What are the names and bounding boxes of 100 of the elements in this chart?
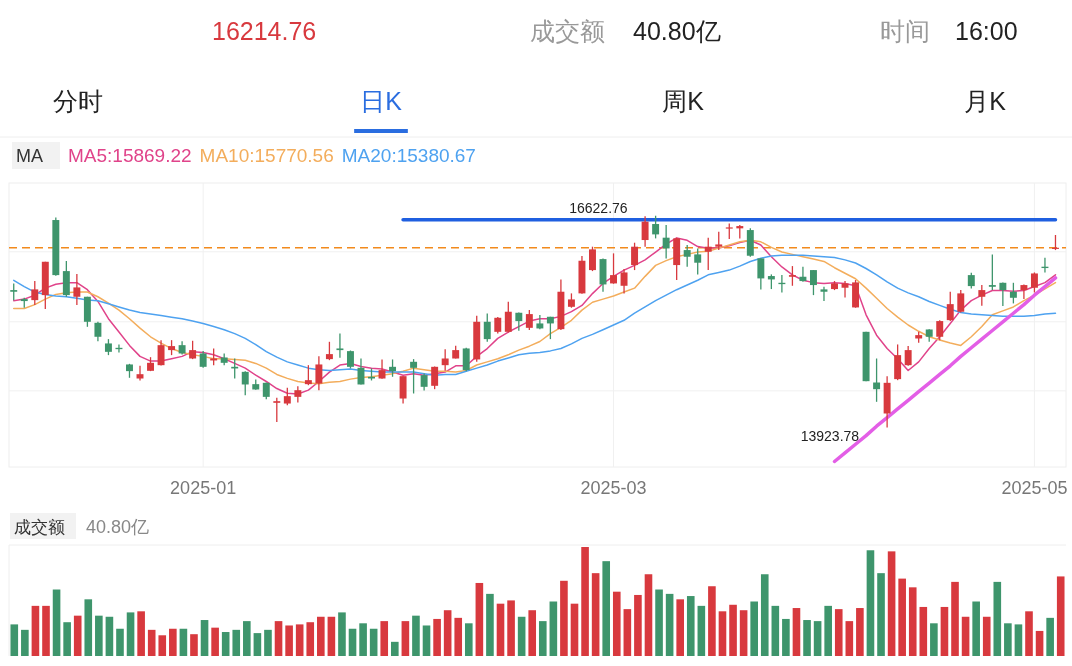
bar <box>169 628 177 656</box>
candlestick <box>652 215 660 240</box>
bar <box>412 615 420 656</box>
x-tick-label: 2025-03 <box>580 478 647 498</box>
candlestick <box>241 370 249 396</box>
candlestick <box>304 364 312 386</box>
bar <box>665 593 674 656</box>
annotation: 13923.78 <box>800 428 860 445</box>
bar <box>718 611 727 656</box>
bar <box>221 632 230 656</box>
bar <box>1056 576 1065 656</box>
chart-subtitle: 40.80亿 <box>86 517 150 537</box>
candlestick <box>799 266 807 283</box>
bar <box>866 550 875 656</box>
bar <box>422 625 431 656</box>
bar <box>517 616 526 656</box>
candlestick <box>94 321 102 342</box>
candlestick <box>999 281 1007 307</box>
bar <box>940 606 949 656</box>
bar <box>243 621 251 656</box>
bar <box>1035 630 1044 656</box>
chart-title: 成交额 <box>14 518 65 537</box>
candlestick <box>157 339 165 367</box>
text: 月K <box>964 87 1007 115</box>
bar <box>200 620 209 656</box>
bar <box>887 551 896 656</box>
bar <box>327 616 336 656</box>
candlestick <box>1020 283 1028 300</box>
bar <box>116 628 124 656</box>
candlestick <box>788 265 796 287</box>
bar <box>570 603 579 656</box>
candlestick <box>978 284 986 307</box>
bar <box>317 616 325 656</box>
candlestick <box>904 345 912 367</box>
bar <box>464 623 473 656</box>
bar <box>274 621 283 656</box>
text: 日K <box>360 87 403 115</box>
bar <box>486 593 494 656</box>
bar <box>147 629 156 656</box>
bar <box>644 574 653 656</box>
candlestick <box>315 355 323 391</box>
text: 周K <box>662 87 705 115</box>
text: 16:00 <box>955 17 1018 45</box>
text: 16214.76 <box>212 17 317 45</box>
bar <box>52 589 61 656</box>
candlestick <box>820 286 828 302</box>
candlestick <box>189 340 197 360</box>
candlestick <box>504 301 512 334</box>
bar <box>285 625 293 656</box>
annotation: 16622.76 <box>569 199 628 216</box>
bar <box>1046 617 1054 656</box>
candlestick <box>873 357 881 403</box>
bar <box>63 622 71 656</box>
bar <box>1004 623 1012 656</box>
bar <box>190 634 198 656</box>
bar <box>760 574 769 656</box>
bar <box>961 616 970 656</box>
bar <box>581 547 589 656</box>
bar <box>475 582 484 656</box>
candlestick <box>536 314 544 330</box>
bar <box>359 623 367 656</box>
candlestick <box>757 257 765 291</box>
bar <box>676 599 684 656</box>
candlestick <box>525 309 533 331</box>
candlestick <box>988 253 996 291</box>
text: 分时 <box>53 87 103 115</box>
bar <box>612 591 621 656</box>
candlestick <box>1030 271 1038 294</box>
x-tick-label: 2025-01 <box>170 478 237 498</box>
bar <box>253 633 262 656</box>
bar <box>42 605 50 656</box>
bar <box>391 641 399 656</box>
candlestick <box>441 348 449 372</box>
bar <box>528 610 537 656</box>
candlestick <box>399 375 407 405</box>
bar <box>824 605 832 656</box>
candlestick <box>662 224 670 260</box>
bar <box>295 624 304 656</box>
candlestick <box>515 311 523 332</box>
bar <box>771 605 780 656</box>
bar <box>443 610 452 656</box>
x-tick-label: 2025-05 <box>1001 478 1068 498</box>
bar <box>856 608 864 656</box>
candlestick <box>31 280 39 306</box>
legend-title: MA <box>16 146 43 166</box>
bar <box>105 616 114 656</box>
text: 时间 <box>880 17 930 45</box>
bar <box>877 573 885 656</box>
bar <box>803 620 811 656</box>
candlestick <box>410 358 418 395</box>
text: 成交额 <box>530 17 605 45</box>
bar <box>369 628 378 656</box>
bar <box>380 621 389 656</box>
candlestick <box>378 358 386 380</box>
text: MA20:15380.67 <box>341 145 476 166</box>
bar <box>73 615 82 656</box>
candlestick <box>620 268 628 295</box>
bar <box>560 580 568 656</box>
bar <box>834 609 843 656</box>
bar <box>179 628 188 656</box>
